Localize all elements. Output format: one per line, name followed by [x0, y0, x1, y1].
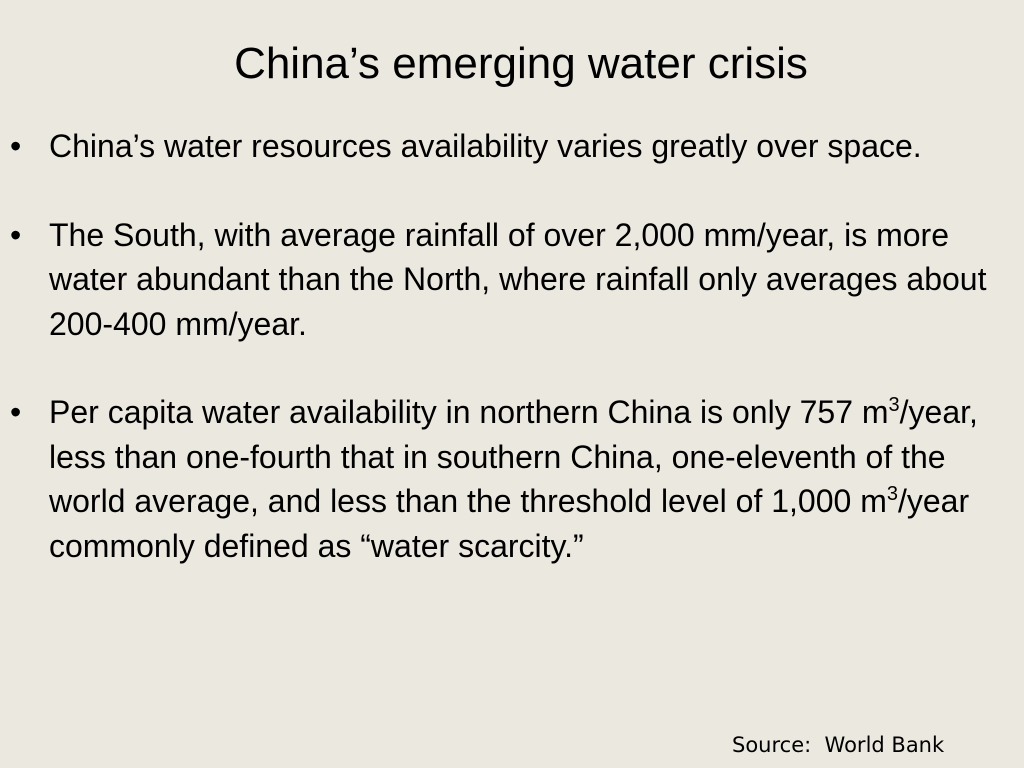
bullet-text-segment: The South, with average rainfall of over…: [49, 216, 987, 342]
bullet-item: • The South, with average rainfall of ov…: [10, 213, 1010, 347]
bullet-text-segment: Per capita water availability in norther…: [49, 394, 889, 430]
bullet-text: The South, with average rainfall of over…: [49, 217, 986, 342]
superscript-exponent: 3: [886, 483, 898, 505]
bullet-list: • China’s water resources availability v…: [10, 124, 1010, 612]
bullet-text-segment: /year, less than one-fourth that in sout…: [49, 394, 978, 519]
bullet-text: China’s water resources availability var…: [49, 128, 922, 164]
superscript-exponent: 3: [888, 394, 900, 416]
bullet-dot-icon: •: [10, 128, 22, 164]
bullet-item: • Per capita water availability in north…: [10, 390, 1010, 568]
source-citation: Source: World Bank: [732, 733, 945, 757]
bullet-text-segment: /year commonly defined as “water scarcit…: [49, 483, 970, 564]
bullet-dot-icon: •: [10, 216, 22, 253]
slide-title: China’s emerging water crisis: [234, 39, 808, 88]
bullet-text: Per capita water availability in norther…: [49, 394, 978, 564]
bullet-item: • China’s water resources availability v…: [10, 124, 1010, 169]
bullet-text-segment: China’s water resources availability var…: [49, 128, 922, 164]
bullet-dot-icon: •: [10, 394, 22, 430]
